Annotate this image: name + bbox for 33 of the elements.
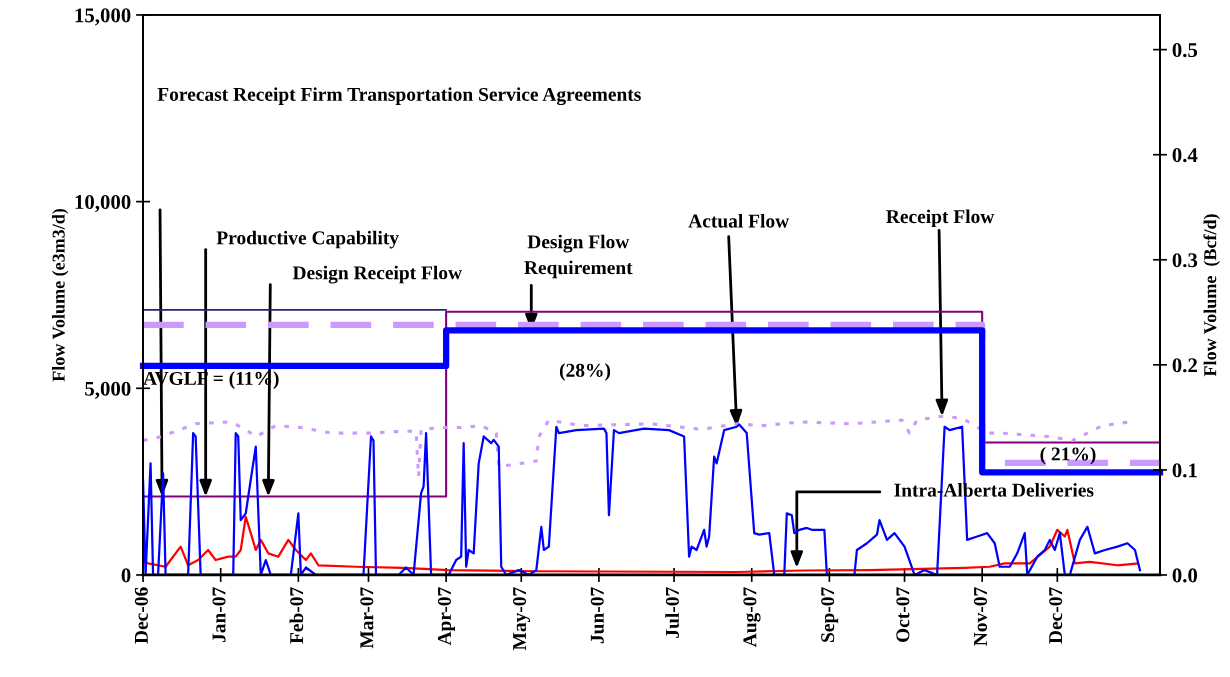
x-tick-label: Jan-07: [212, 587, 226, 643]
y-tick-label: 0: [121, 568, 131, 583]
x-tick-label: Sep-07: [821, 587, 839, 642]
y2-tick-label: 0.0: [1172, 568, 1198, 583]
y-tick-label: 5,000: [85, 381, 131, 399]
y-tick-label: 10,000: [75, 195, 131, 213]
y-axis-title: Flow Volume (e3m3/d): [52, 208, 69, 382]
x-tick-label: Jun-07: [590, 587, 604, 644]
y2-tick-label: 0.5: [1172, 43, 1198, 58]
annotation: Receipt Flow: [886, 209, 995, 228]
x-tick-label: Jul-07: [665, 587, 679, 638]
y2-axis-title: Flow Volume (Bcf/d): [1203, 214, 1220, 377]
annotation: Productive Capability: [216, 230, 399, 249]
x-tick-label: Feb-07: [289, 587, 304, 644]
annotation: Design Receipt Flow: [292, 265, 462, 284]
x-tick-label: Dec-07: [1049, 587, 1063, 644]
y-tick-label: 15,000: [75, 8, 131, 26]
annotation: Design Flow Requirement: [524, 234, 633, 279]
x-tick-label: Oct-07: [896, 587, 910, 642]
text: Forecast Receipt Firm Transportation Service Agreements: [157, 87, 641, 106]
annotation: Actual Flow: [688, 213, 790, 228]
y2-tick-label: 0.2: [1172, 358, 1197, 373]
x-tick-label: Mar-07: [360, 587, 374, 649]
x-tick-label: May-07: [512, 587, 531, 651]
annotation: ( 21%): [1040, 446, 1096, 465]
x-tick-label: Apr-07: [437, 587, 455, 646]
y2-tick-label: 0.1: [1172, 463, 1197, 478]
x-tick-label: Dec-06: [134, 587, 148, 644]
x-tick-label: Aug-07: [743, 587, 761, 648]
y2-tick-label: 0.3: [1172, 253, 1198, 268]
y2-tick-label: 0.4: [1172, 148, 1198, 163]
annotation: (28%): [559, 363, 611, 381]
x-tick-label: Nov-07: [973, 587, 988, 646]
